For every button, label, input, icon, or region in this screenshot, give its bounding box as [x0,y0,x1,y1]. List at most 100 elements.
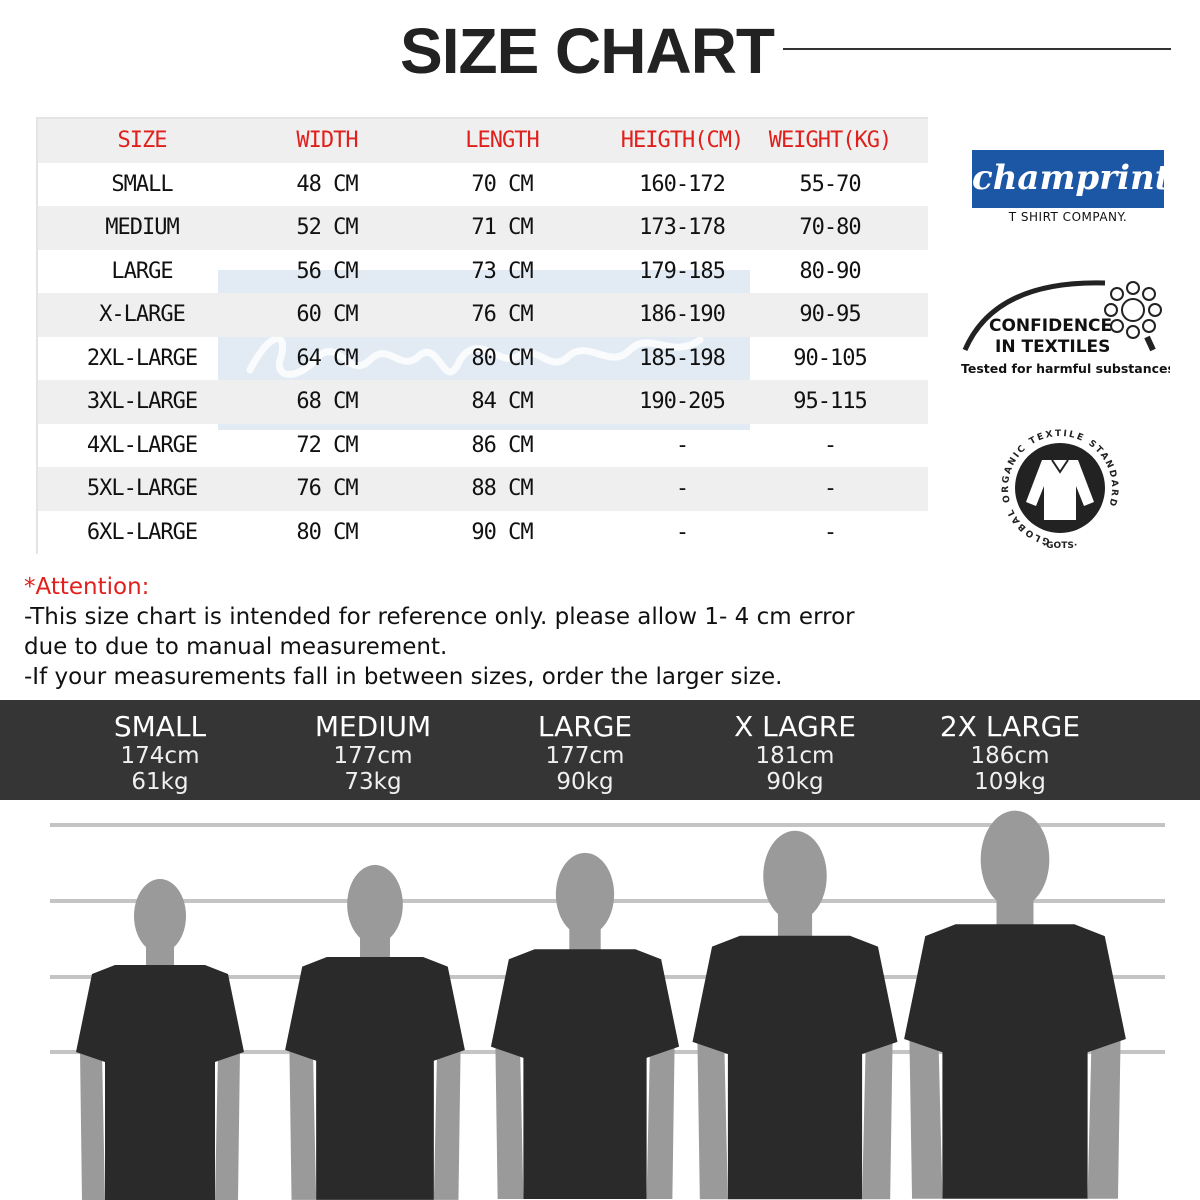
table-cell: LARGE [111,258,173,284]
model-height: 174cm [120,743,200,769]
model-weight: 73kg [344,769,402,795]
table-cell: 80-90 [799,258,861,284]
model-height: 177cm [545,743,625,769]
table-cell: - [823,476,837,502]
model-silhouette [76,879,244,1200]
table-row: 3XL-LARGE 68 CM 84 CM 190-205 95-115 [38,380,928,424]
oeko-line3: Tested for harmful substances [961,361,1170,376]
table-cell: - [823,432,837,458]
table-cell: 185-198 [639,345,726,371]
model-weight: 109kg [974,769,1046,795]
table-row: LARGE 56 CM 73 CM 179-185 80-90 [38,250,928,294]
table-cell: - [675,476,689,502]
model-height: 181cm [755,743,835,769]
watermark-logo [246,335,704,378]
table-cell: SIZE [117,128,168,154]
attention-line: -This size chart is intended for referen… [24,604,855,630]
table-cell: 88 CM [471,476,533,502]
model-weight: 61kg [131,769,189,795]
model-silhouette [904,810,1126,1199]
table-cell: 68 CM [296,389,358,415]
table-cell: 90-95 [799,302,861,328]
table-cell: 160-172 [639,171,726,197]
table-cell: - [823,519,837,545]
table-cell: 6XL-LARGE [86,519,198,545]
model-silhouettes [50,810,1165,1200]
table-cell: 4XL-LARGE [86,432,198,458]
table-cell: 64 CM [296,345,358,371]
model-height: 177cm [333,743,413,769]
table-cell: 95-115 [793,389,867,415]
table-cell: SMALL [111,171,173,197]
table-row: 5XL-LARGE 76 CM 88 CM - - [38,467,928,511]
table-cell: 90-105 [793,345,867,371]
model-size: SMALL [113,710,207,743]
model-silhouette [490,852,680,1199]
size-table: SIZE WIDTH LENGTH HEIGTH(CM) WEIGHT(KG) SMALL… [36,117,928,554]
table-cell: 70 CM [471,171,533,197]
model-size: MEDIUM [314,710,432,743]
table-cell: X-LARGE [99,302,186,328]
table-cell: 86 CM [471,432,533,458]
table-cell: 190-205 [639,389,726,415]
table-cell: WIDTH [296,128,358,154]
table-cell: HEIGTH(CM) [620,128,744,154]
table-header-row: SIZE WIDTH LENGTH HEIGTH(CM) WEIGHT(KG) [38,119,928,163]
table-cell: 70-80 [799,215,861,241]
attention-notes: *Attention: -This size chart is intended… [24,572,855,692]
table-row: 2XL-LARGE 64 CM 80 CM 185-198 90-105 [38,337,928,381]
brand-logo: champrint [972,150,1170,208]
table-row: X-LARGE 60 CM 76 CM 186-190 90-95 [38,293,928,337]
model-height: 186cm [970,743,1050,769]
model-size: 2X LARGE [939,710,1081,743]
table-cell: 80 CM [471,345,533,371]
table-cell: 52 CM [296,215,358,241]
table-cell: 55-70 [799,171,861,197]
table-row: 4XL-LARGE 72 CM 86 CM - - [38,424,928,468]
table-cell: MEDIUM [105,215,179,241]
table-cell: 71 CM [471,215,533,241]
shirt-icon [1026,460,1094,520]
table-row: SMALL 48 CM 70 CM 160-172 55-70 [38,163,928,207]
oeko-tex-badge: CONFIDENCE IN TEXTILES Tested for harmfu… [961,280,1170,376]
table-cell: 73 CM [471,258,533,284]
table-cell: WEIGHT(KG) [768,128,892,154]
table-cell: 84 CM [471,389,533,415]
table-cell: 72 CM [296,432,358,458]
oeko-line2: IN TEXTILES [995,337,1110,357]
model-stat: MEDIUM 177cm 73kg [315,710,431,795]
table-cell: - [675,432,689,458]
table-cell: 179-185 [639,258,726,284]
oeko-line1: CONFIDENCE [989,316,1112,336]
table-cell: LENGTH [465,128,539,154]
table-row: MEDIUM 52 CM 71 CM 173-178 70-80 [38,206,928,250]
model-stat: LARGE 177cm 90kg [538,710,632,795]
model-stat: SMALL 174cm 61kg [114,710,206,795]
model-stat: X LAGRE 181cm 90kg [734,710,856,795]
model-silhouette [285,864,465,1200]
attention-line: due to due to manual measurement. [24,634,448,660]
model-weight: 90kg [556,769,614,795]
height-guide-line [50,823,1165,827]
model-silhouette [692,830,898,1200]
page-title: SIZE CHART [400,15,775,87]
model-stat: 2X LARGE 186cm 109kg [940,710,1080,795]
attention-line: -If your measurements fall in between si… [24,664,783,690]
gots-badge: GLOBAL ORGANIC TEXTILE STANDARD ·GOTS· [1001,429,1117,550]
table-cell: 173-178 [639,215,726,241]
flower-icon [1104,281,1162,339]
table-cell: 76 CM [296,476,358,502]
table-cell: 2XL-LARGE [86,345,198,371]
table-cell: 60 CM [296,302,358,328]
table-cell: 3XL-LARGE [86,389,198,415]
table-cell: 5XL-LARGE [86,476,198,502]
table-cell: 48 CM [296,171,358,197]
table-cell: 90 CM [471,519,533,545]
brand-tagline: T SHIRT COMPANY. [1008,210,1128,224]
model-weight: 90kg [766,769,824,795]
table-cell: 76 CM [471,302,533,328]
table-cell: 186-190 [639,302,726,328]
model-size: LARGE [537,710,633,743]
model-size: X LAGRE [734,710,856,743]
title-divider [783,48,1171,50]
